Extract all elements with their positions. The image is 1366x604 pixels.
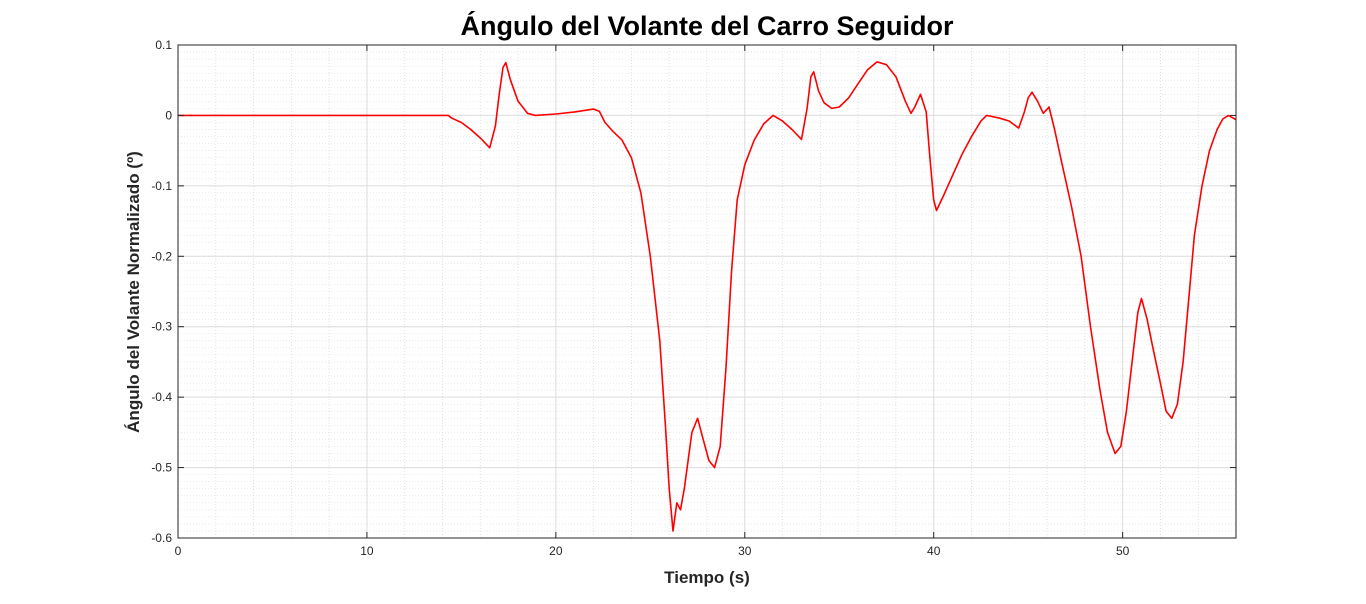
y-tick-label: -0.1 (151, 179, 172, 193)
y-axis-ticks: 0.1 0 -0.1 -0.2 -0.3 -0.4 -0.5 -0.6 (151, 38, 1236, 545)
y-tick-label: 0.1 (155, 38, 172, 52)
y-tick-label: -0.4 (151, 390, 172, 404)
y-axis-label: Ángulo del Volante Normalizado (º) (124, 151, 143, 433)
series-layer (178, 61, 1236, 532)
x-tick-label: 50 (1116, 544, 1130, 558)
x-axis-label: Tiempo (s) (664, 568, 750, 587)
y-tick-label: 0 (165, 108, 172, 122)
x-tick-label: 0 (175, 544, 182, 558)
chart-title: Ángulo del Volante del Carro Seguidor (460, 10, 954, 41)
y-tick-label: -0.5 (151, 461, 172, 475)
series-line (178, 61, 1236, 532)
y-tick-label: -0.3 (151, 320, 172, 334)
x-tick-label: 10 (360, 544, 374, 558)
x-tick-label: 40 (927, 544, 941, 558)
x-tick-label: 20 (549, 544, 563, 558)
y-tick-label: -0.6 (151, 531, 172, 545)
y-tick-label: -0.2 (151, 249, 172, 263)
minor-grid (178, 45, 1237, 538)
plot-frame (177, 44, 1237, 539)
x-axis-ticks: 0 10 20 30 40 50 (175, 45, 1130, 558)
x-tick-label: 30 (738, 544, 752, 558)
